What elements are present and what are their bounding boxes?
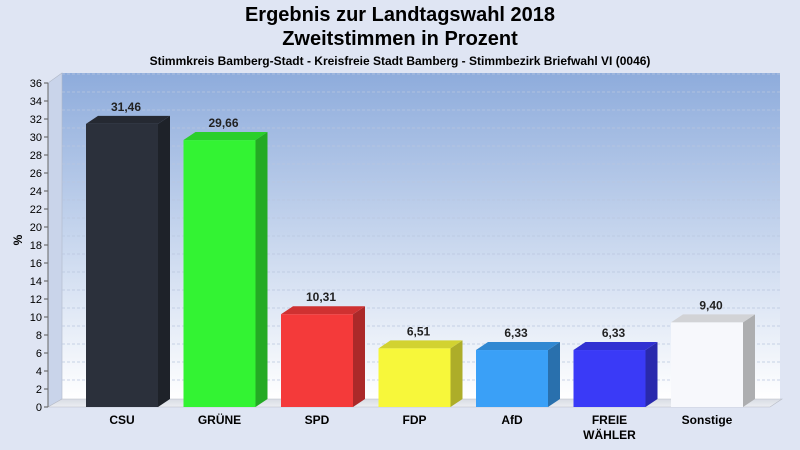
- bar-top: [573, 342, 658, 351]
- bar-front: [378, 348, 451, 407]
- x-tick-label: AfD: [501, 413, 523, 427]
- bar-top: [281, 306, 365, 315]
- bar-side: [158, 115, 170, 408]
- y-tick-label: 28: [30, 150, 42, 162]
- y-tick-label: 10: [30, 312, 42, 324]
- bar: [573, 342, 658, 407]
- x-tick-label: FREIE WÄHLER: [583, 413, 636, 442]
- y-tick-label: 16: [30, 258, 42, 270]
- x-tick-label: GRÜNE: [198, 412, 241, 427]
- x-tick-label: Sonstige: [682, 413, 733, 427]
- bar: [378, 340, 463, 407]
- y-tick-label: 14: [30, 276, 42, 288]
- chart-title-line-2: Zweitstimmen in Prozent: [282, 28, 518, 50]
- y-tick-label: 4: [36, 366, 42, 378]
- bar-top: [476, 342, 560, 351]
- bar-front: [281, 314, 353, 407]
- bar-front: [183, 140, 256, 407]
- y-tick-label: 22: [30, 204, 42, 216]
- bar-front: [573, 350, 646, 407]
- y-axis-label: %: [11, 234, 25, 245]
- x-tick-label: SPD: [305, 413, 330, 427]
- chart-subtitle: Stimmkreis Bamberg-Stadt - Kreisfreie St…: [149, 54, 651, 68]
- data-label: 6,33: [504, 326, 528, 340]
- bar: [183, 132, 268, 407]
- bar-top: [378, 340, 463, 349]
- bar-side: [743, 314, 755, 407]
- y-tick-label: 24: [30, 186, 42, 198]
- bar: [671, 314, 755, 407]
- bar-front: [476, 350, 548, 407]
- bar-top: [671, 314, 755, 323]
- data-label: 6,33: [602, 326, 626, 340]
- chart-title: Ergebnis zur Landtagswahl 2018: [244, 4, 556, 26]
- data-label: 10,31: [306, 290, 336, 304]
- y-tick-label: 34: [30, 96, 42, 108]
- bar-side: [548, 342, 560, 407]
- y-tick-label: 6: [36, 348, 42, 360]
- y-tick-label: 20: [30, 222, 42, 234]
- bar: [281, 306, 365, 407]
- y-tick-label: 2: [36, 384, 42, 396]
- bar-top: [86, 115, 170, 124]
- y-tick-label: 12: [30, 294, 42, 306]
- plot-side-wall: [47, 72, 63, 408]
- bar-side: [645, 342, 658, 407]
- bar: [86, 115, 170, 408]
- y-tick-label: 32: [30, 114, 42, 126]
- x-tick-label: FDP: [403, 413, 427, 427]
- y-tick-label: 8: [36, 330, 42, 342]
- data-label: 31,46: [111, 100, 141, 114]
- bar: [476, 342, 560, 407]
- bar-front: [86, 123, 158, 408]
- data-label: 9,40: [699, 298, 723, 312]
- x-tick-label: CSU: [109, 413, 134, 427]
- y-tick-label: 26: [30, 168, 42, 180]
- bar-top: [183, 132, 268, 141]
- y-tick-label: 30: [30, 132, 42, 144]
- bar-side: [353, 306, 365, 407]
- bar-front: [671, 322, 743, 407]
- y-tick-label: 36: [30, 78, 42, 90]
- y-tick-label: 0: [36, 402, 42, 414]
- data-label: 29,66: [208, 116, 238, 130]
- bar-side: [255, 132, 268, 407]
- bar-side: [450, 340, 463, 407]
- y-tick-label: 18: [30, 240, 42, 252]
- data-label: 6,51: [407, 324, 431, 338]
